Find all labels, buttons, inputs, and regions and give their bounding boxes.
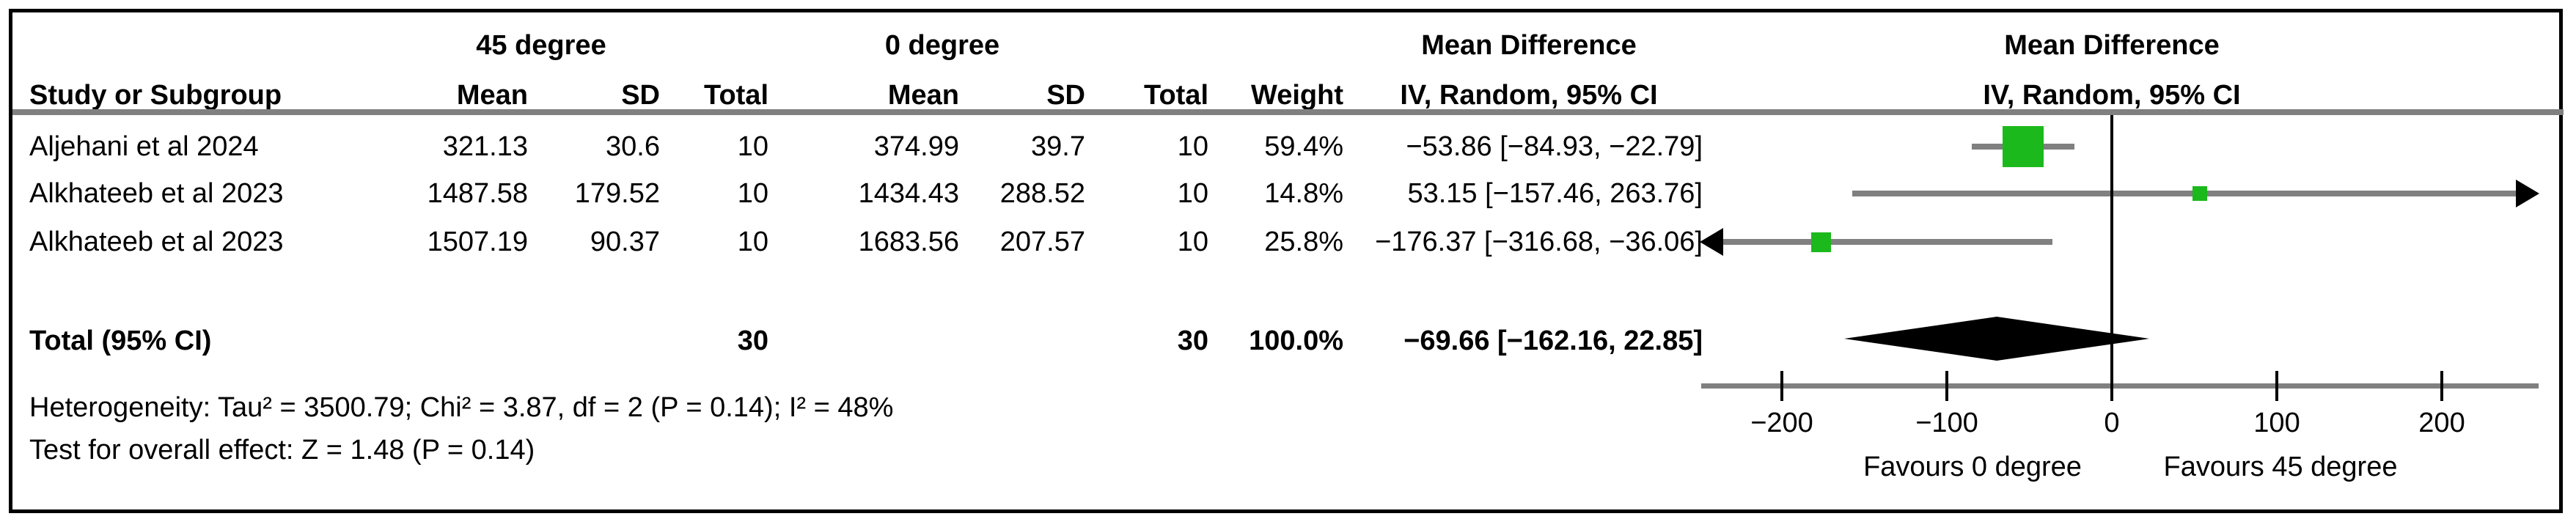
sd1-value: 90.37 [590,227,660,257]
sd1-col-header: SD [621,80,660,111]
ci-clip-arrow-left-icon [1699,228,1723,256]
total2-value: 10 [1177,131,1208,162]
md-text-subheader: IV, Random, 95% CI [1400,80,1658,111]
x-axis-tick [2440,371,2443,401]
mean1-value: 1507.19 [427,227,528,257]
sd1-value: 30.6 [606,131,660,162]
x-axis-tick [1780,371,1783,401]
total-row-n2: 30 [1177,325,1208,356]
ci-text-value: −53.86 [−84.93, −22.79] [1406,131,1703,162]
effect-square [2192,186,2207,201]
mean2-col-header: Mean [887,80,959,111]
study-label: Alkhateeb et al 2023 [29,178,284,209]
ci-text-value: −176.37 [−316.68, −36.06] [1375,227,1703,257]
effect-square [2002,126,2044,167]
x-axis-tick-label: 200 [2418,408,2465,438]
x-axis-tick [1945,371,1948,401]
weight-col-header: Weight [1251,80,1343,111]
total1-col-header: Total [704,80,768,111]
md-text-title: Mean Difference [1421,30,1637,61]
total-diamond-shape [1844,317,2150,361]
mean1-col-header: Mean [456,80,528,111]
total-row-ci: −69.66 [−162.16, 22.85] [1403,325,1703,356]
sd2-value: 288.52 [999,178,1085,209]
ci-clip-arrow-right-icon [2515,180,2539,207]
weight-value: 14.8% [1264,178,1343,209]
study-label: Alkhateeb et al 2023 [29,227,284,257]
total2-value: 10 [1177,178,1208,209]
x-axis-line [1701,383,2539,389]
mean2-value: 1683.56 [858,227,959,257]
heterogeneity-text: Heterogeneity: Tau² = 3500.79; Chi² = 3.… [29,392,894,423]
mean1-value: 321.13 [442,131,528,162]
zero-reference-line [2110,115,2113,401]
favours-left-label: Favours 0 degree [1863,452,2082,482]
total2-value: 10 [1177,227,1208,257]
mean1-value: 1487.58 [427,178,528,209]
x-axis-tick [2110,371,2113,401]
total-row-label: Total (95% CI) [29,325,212,356]
effect-square [1810,232,1831,252]
md-plot-subheader: IV, Random, 95% CI [1983,80,2241,111]
group1-header: 45 degree [476,30,606,61]
total1-value: 10 [737,178,768,209]
md-plot-title: Mean Difference [2004,30,2220,61]
ci-whisker [1708,239,2052,245]
group2-header: 0 degree [884,30,1000,61]
x-axis-tick-label: −100 [1915,408,1978,438]
weight-value: 25.8% [1264,227,1343,257]
x-axis-tick [2275,371,2278,401]
x-axis-tick-label: 0 [2104,408,2120,438]
sd2-col-header: SD [1046,80,1085,111]
ci-whisker [1852,191,2529,196]
sd1-value: 179.52 [574,178,660,209]
x-axis-tick-label: −200 [1750,408,1813,438]
sd2-value: 207.57 [999,227,1085,257]
x-axis-tick-label: 100 [2253,408,2300,438]
study-col-header: Study or Subgroup [29,80,282,111]
total-row-n1: 30 [737,325,768,356]
mean2-value: 374.99 [873,131,959,162]
total1-value: 10 [737,131,768,162]
mean2-value: 1434.43 [858,178,959,209]
sd2-value: 39.7 [1031,131,1085,162]
overall-effect-text: Test for overall effect: Z = 1.48 (P = 0… [29,435,535,465]
total-row-weight: 100.0% [1249,325,1343,356]
total2-col-header: Total [1144,80,1208,111]
favours-right-label: Favours 45 degree [2163,452,2398,482]
study-label: Aljehani et al 2024 [29,131,259,162]
total-diamond [1844,317,2150,368]
weight-value: 59.4% [1264,131,1343,162]
header-divider [12,109,2564,115]
total1-value: 10 [737,227,768,257]
figure-border [9,9,2563,513]
ci-text-value: 53.15 [−157.46, 263.76] [1407,178,1703,209]
